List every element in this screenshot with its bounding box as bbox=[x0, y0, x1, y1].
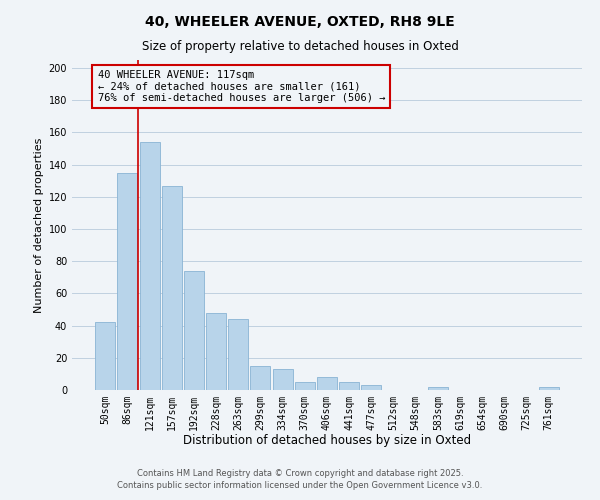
Bar bbox=[228, 319, 248, 390]
X-axis label: Distribution of detached houses by size in Oxted: Distribution of detached houses by size … bbox=[183, 434, 471, 448]
Bar bbox=[317, 377, 337, 390]
Bar bbox=[140, 142, 160, 390]
Bar bbox=[339, 382, 359, 390]
Bar bbox=[95, 322, 115, 390]
Bar bbox=[250, 366, 271, 390]
Text: 40, WHEELER AVENUE, OXTED, RH8 9LE: 40, WHEELER AVENUE, OXTED, RH8 9LE bbox=[145, 15, 455, 29]
Bar bbox=[539, 387, 559, 390]
Text: Contains HM Land Registry data © Crown copyright and database right 2025.
Contai: Contains HM Land Registry data © Crown c… bbox=[118, 468, 482, 490]
Text: 40 WHEELER AVENUE: 117sqm
← 24% of detached houses are smaller (161)
76% of semi: 40 WHEELER AVENUE: 117sqm ← 24% of detac… bbox=[97, 70, 385, 103]
Text: Size of property relative to detached houses in Oxted: Size of property relative to detached ho… bbox=[142, 40, 458, 53]
Bar bbox=[162, 186, 182, 390]
Bar bbox=[206, 312, 226, 390]
Y-axis label: Number of detached properties: Number of detached properties bbox=[34, 138, 44, 312]
Bar bbox=[184, 271, 204, 390]
Bar bbox=[118, 172, 137, 390]
Bar bbox=[428, 387, 448, 390]
Bar bbox=[361, 385, 382, 390]
Bar bbox=[272, 369, 293, 390]
Bar bbox=[295, 382, 315, 390]
